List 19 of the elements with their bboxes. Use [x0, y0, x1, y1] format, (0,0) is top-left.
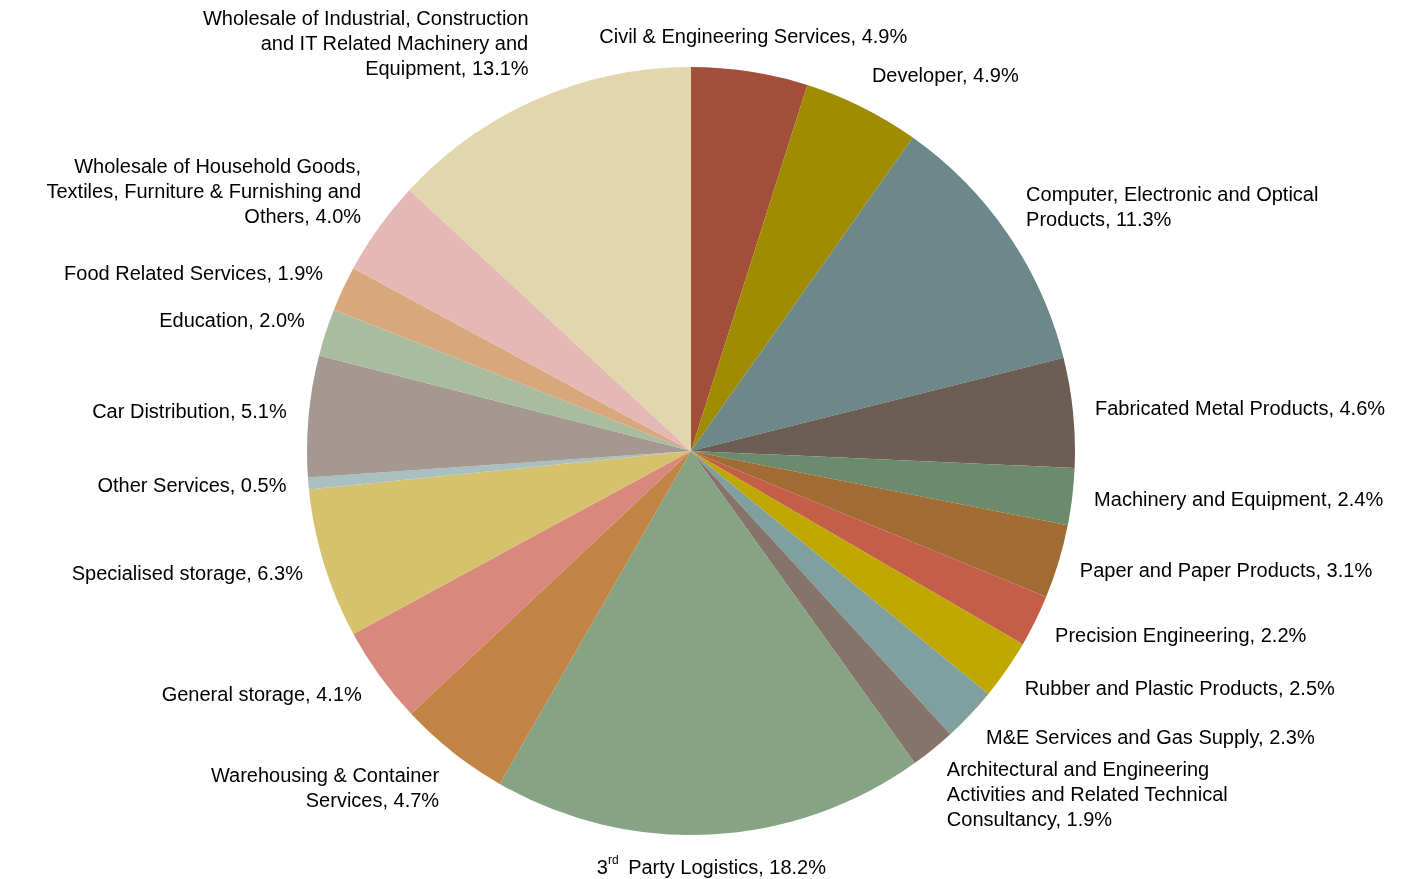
slice-label: Machinery and Equipment, 2.4% — [1094, 488, 1384, 511]
slice-label: Developer, 4.9% — [871, 63, 1019, 86]
slice-label: General storage, 4.1% — [161, 683, 363, 706]
slice-label: Precision Engineering, 2.2% — [1055, 623, 1307, 646]
slice-label: Other Services, 0.5% — [97, 473, 287, 496]
slice-label: Car Distribution, 5.1% — [92, 400, 287, 423]
slice-label: M&E Services and Gas Supply, 2.3% — [986, 725, 1315, 748]
slice-label: Wholesale of Household Goods, Textiles, Furniture & Furnishing and Others, 4.0% — [46, 155, 362, 228]
slice-label: Rubber and Plastic Products, 2.5% — [1024, 677, 1336, 699]
slice-label: Wholesale of Industrial, Construction and IT Related Machinery and Equipment, 13.1% — [202, 7, 529, 80]
slice-label: Paper and Paper Products, 3.1% — [1079, 559, 1373, 582]
slice-label: Civil & Engineering Services, 4.9% — [599, 24, 908, 47]
slice-label: Fabricated Metal Products, 4.6% — [1094, 396, 1386, 419]
slice-label: Education, 2.0% — [159, 309, 306, 332]
slice-label: Architectural and Engineering Activities and Related Technical Consultancy, 1.9% — [946, 757, 1228, 830]
slice-label: Specialised storage, 6.3% — [71, 561, 304, 584]
slice-label: Food Related Services, 1.9% — [64, 261, 324, 284]
slice-label: Warehousing & Container Services, 4.7% — [210, 764, 440, 812]
slice-label: Computer, Electronic and Optical Products, 11.3% — [1026, 182, 1319, 230]
